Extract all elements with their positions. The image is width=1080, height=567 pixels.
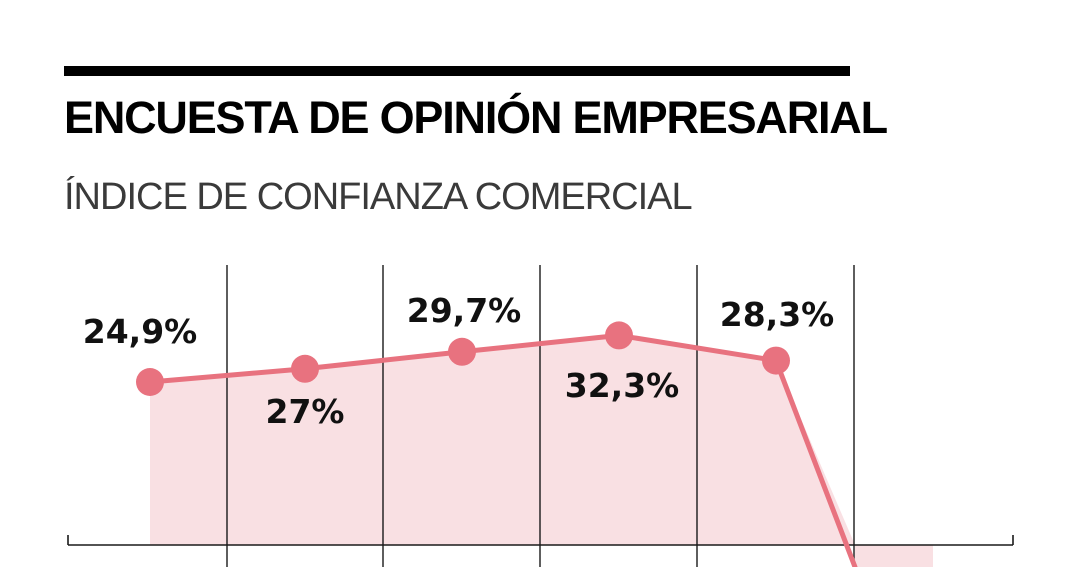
data-label-4: 32,3%: [565, 366, 680, 405]
data-label-5: 28,3%: [720, 295, 835, 334]
data-label-1: 24,9%: [83, 312, 198, 351]
data-label-3: 29,7%: [407, 291, 522, 330]
chart-subtitle: ÍNDICE DE CONFIANZA COMERCIAL: [64, 176, 693, 218]
data-point-3: [448, 337, 476, 366]
data-point-4: [605, 321, 633, 350]
series-line: [147, 332, 858, 567]
data-point-2: [291, 354, 319, 383]
area-fill: [150, 335, 855, 545]
data-point-1: [136, 368, 164, 396]
page-title: ENCUESTA DE OPINIÓN EMPRESARIAL: [64, 92, 888, 143]
data-point-5: [762, 346, 790, 375]
top-rule: [64, 66, 850, 76]
area-fill-continuation: [855, 545, 933, 567]
data-label-2: 27%: [266, 392, 345, 431]
